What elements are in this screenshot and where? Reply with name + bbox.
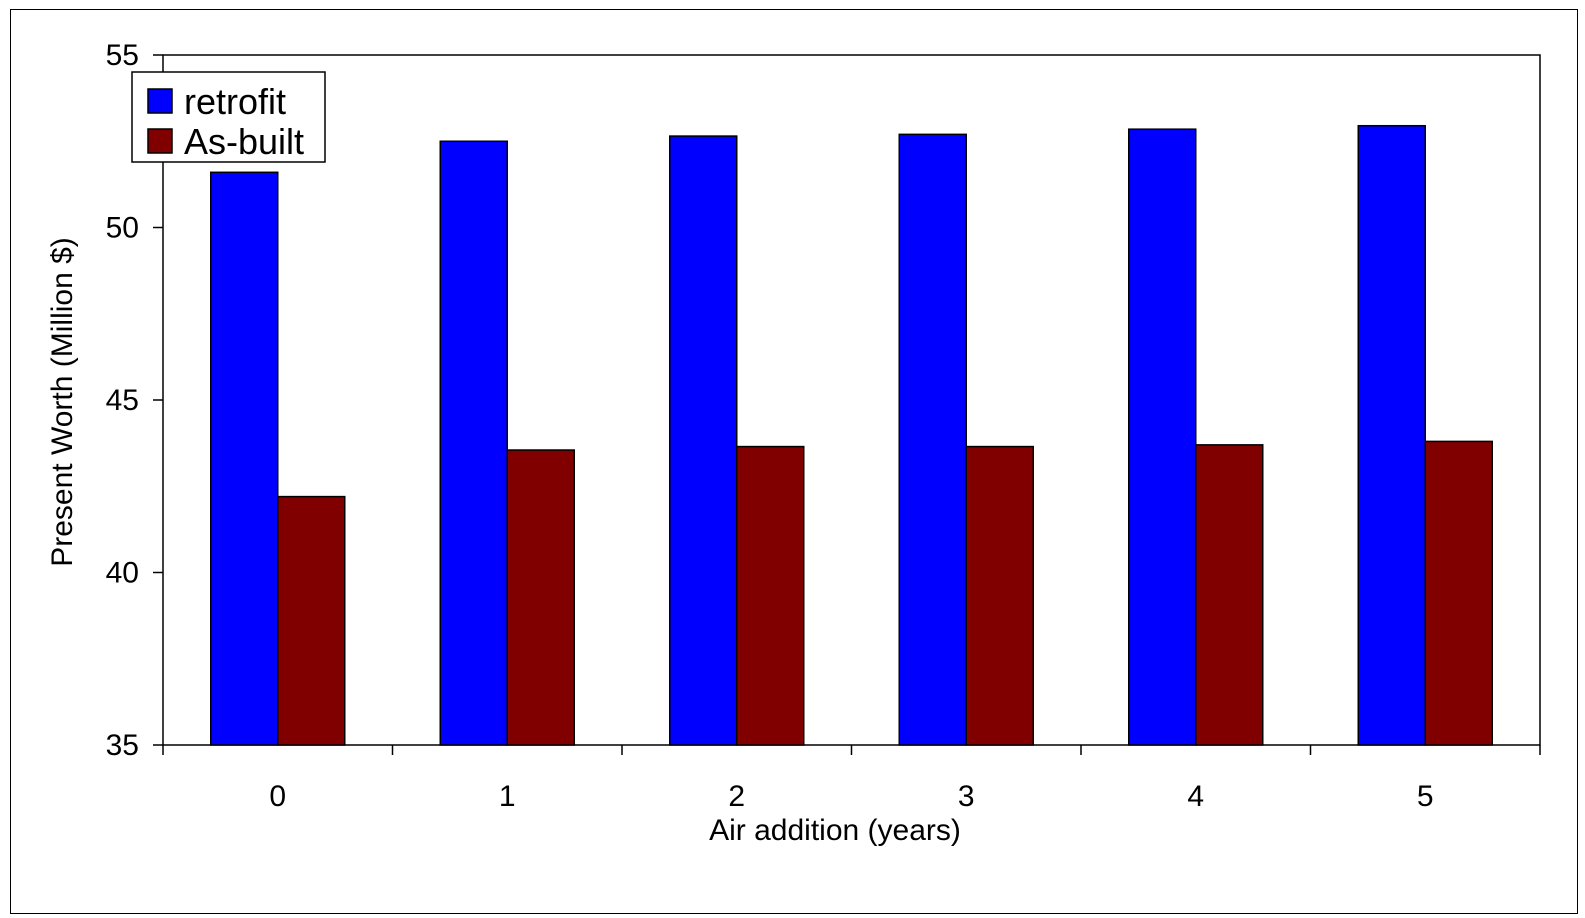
x-axis: 0 1 2 3 4 5	[162, 745, 1541, 813]
x-tick-label: 2	[728, 780, 745, 813]
y-tick-label: 35	[106, 729, 139, 762]
y-tick-label: 45	[106, 384, 139, 417]
bar-as-built-0	[277, 495, 346, 746]
bar-retrofit-0	[210, 171, 279, 746]
chart-frame	[10, 9, 1578, 914]
bar-retrofit-5	[1357, 124, 1426, 746]
bar-retrofit-1	[439, 140, 508, 746]
bar-retrofit-2	[669, 135, 738, 746]
bar-as-built-4	[1195, 444, 1264, 746]
y-tick-label: 55	[106, 39, 139, 72]
bar-retrofit-4	[1128, 128, 1197, 746]
bar-as-built-2	[736, 445, 805, 746]
legend-swatch-retrofit	[147, 88, 173, 114]
y-axis: 35 40 45 50 55	[106, 39, 163, 762]
y-tick-label: 40	[106, 557, 139, 590]
bar-as-built-5	[1424, 440, 1493, 746]
x-tick-label: 0	[269, 780, 286, 813]
bars-group	[210, 124, 1493, 746]
y-axis-title: Present Worth (Million $)	[46, 237, 79, 567]
legend: retrofit As-built	[131, 71, 326, 163]
x-tick-label: 4	[1187, 780, 1204, 813]
legend-label-retrofit: retrofit	[184, 81, 286, 122]
y-tick-label: 50	[106, 212, 139, 245]
bar-as-built-1	[506, 449, 575, 746]
x-tick-label: 5	[1417, 780, 1434, 813]
legend-swatch-as-built	[147, 128, 173, 154]
x-tick-label: 1	[499, 780, 516, 813]
legend-label-as-built: As-built	[184, 121, 304, 162]
x-tick-label: 3	[958, 780, 975, 813]
x-axis-title: Air addition (years)	[709, 814, 961, 847]
bar-retrofit-3	[898, 133, 967, 746]
plot-area	[162, 54, 1541, 746]
bar-as-built-3	[965, 445, 1034, 746]
